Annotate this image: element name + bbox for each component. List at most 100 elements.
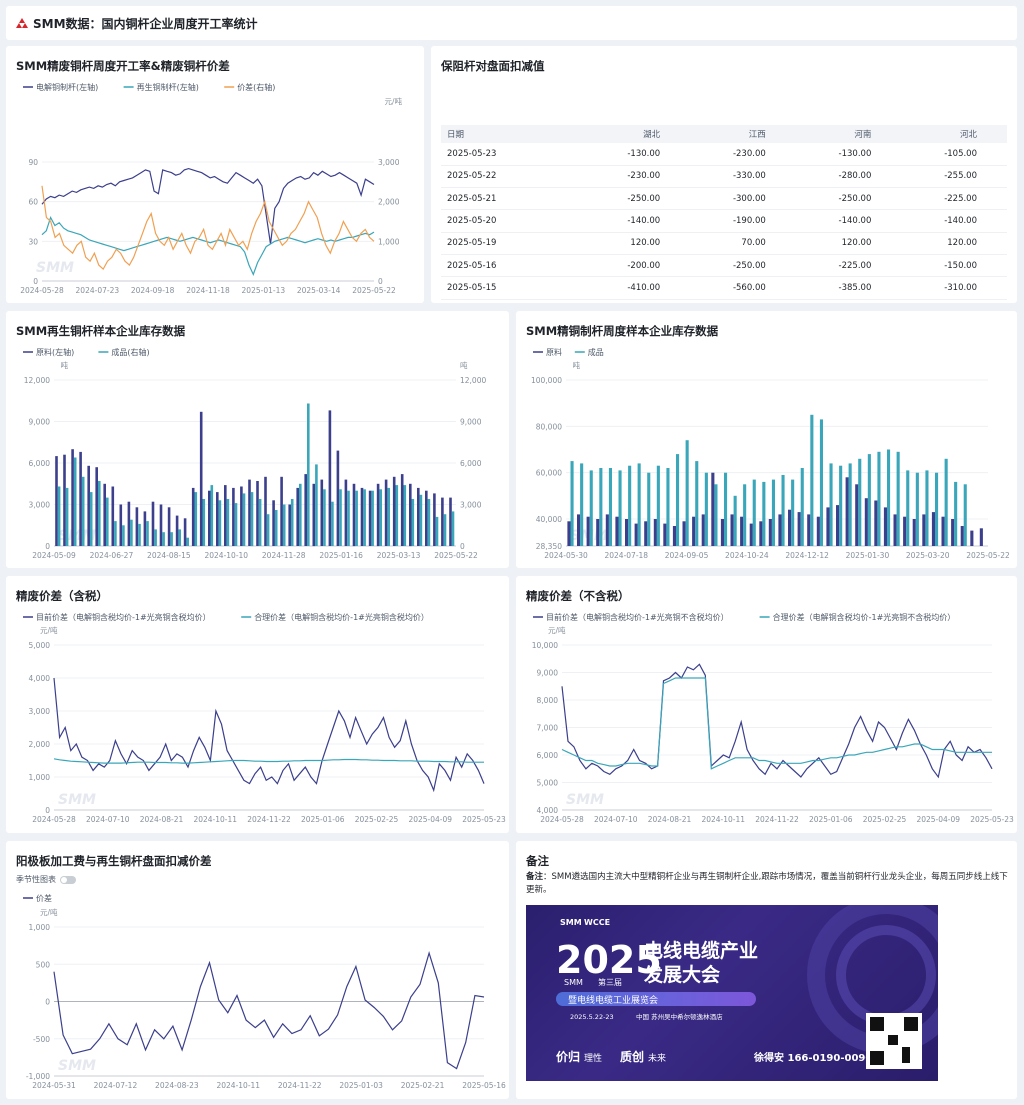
table-row: 2025-05-22 -230.00 -330.00 -280.00 -255.00 (441, 165, 1007, 189)
bar (57, 486, 61, 546)
table-cell: -255.00 (901, 165, 1007, 189)
seasonal-toggle[interactable]: 季节性图表 (16, 874, 76, 885)
conference-banner[interactable]: SMM WCCE 2025 电线电缆产业 发展大会 SMM 第三届 暨电线电缆工… (526, 905, 938, 1081)
table-cell: -140.00 (584, 209, 691, 233)
table-header-row: 日期 湖北 江西 河南 河北 (441, 125, 1007, 143)
legend-label: 合理价差（电解铜含税均价-1#光亮铜不含税均价） (773, 612, 956, 622)
table-cell: 70.00 (690, 232, 796, 255)
toggle-switch[interactable] (60, 875, 76, 884)
series-line (561, 677, 992, 770)
table-row: 2025-05-23 -130.00 -230.00 -130.00 -105.00 (441, 143, 1007, 166)
y-tick-label: 3,000 (29, 501, 51, 510)
x-tick-label: 2025-02-25 (355, 815, 399, 824)
x-tick-label: 2024-10-11 (193, 815, 237, 824)
bar (98, 481, 101, 546)
banner-year: 2025 (556, 938, 662, 982)
table-row: 2025-05-16 -200.00 -250.00 -225.00 -150.00 (441, 254, 1007, 278)
table-cell: 120.00 (901, 232, 1007, 255)
bar (778, 514, 782, 546)
bar (714, 484, 718, 546)
table-cell: -140.00 (795, 209, 902, 233)
seasonal-toggle-label: 季节性图表 (16, 875, 56, 884)
bar (663, 523, 667, 546)
bar (944, 458, 948, 546)
series-line (41, 185, 375, 271)
table-cell: -330.00 (690, 165, 796, 189)
bar (186, 537, 189, 546)
bar (931, 512, 935, 546)
bar (250, 492, 254, 547)
note-card: 备注 备注：SMM遴选国内主流大中型精铜杆企业与再生铜制杆企业,跟踪市场情况，覆… (516, 841, 1017, 1099)
bar (208, 490, 211, 546)
bar (954, 481, 958, 546)
bar (288, 504, 291, 546)
y-tick-label: 28,350 (536, 542, 562, 551)
legend-label: 原料 (546, 347, 562, 357)
bar (839, 465, 843, 546)
chart-card-utilization: SMM精废铜杆周度开工率&精废铜杆价差 电解铜制杆(左轴) 再生铜制杆(左轴) 价差… (6, 46, 424, 303)
bar (685, 440, 689, 546)
y-tick-label: -500 (33, 1035, 50, 1044)
bar (282, 504, 286, 546)
x-tick-label: 2024-10-10 (204, 551, 248, 560)
y-tick-label: 9,000 (537, 669, 559, 678)
bar (788, 509, 792, 546)
y-tick-label: 100,000 (531, 376, 562, 385)
bar (411, 499, 415, 546)
bar (906, 470, 910, 546)
chart-card-spread-notax: 精废价差（不含税） 目前价差（电解铜含税均价-1#光亮铜不含税均价） 合理价差（电… (516, 576, 1017, 833)
chart-title: SMM精废铜杆周度开工率&精废铜杆价差 (16, 59, 230, 73)
bar (360, 487, 364, 546)
subtitle-pill (556, 992, 756, 1006)
bar (71, 449, 74, 546)
bar (347, 490, 350, 546)
bar (376, 483, 380, 547)
table-cell: 2025-05-19 (441, 232, 585, 255)
bar (441, 497, 444, 546)
banner-org: WCCE (584, 918, 610, 927)
y-tick-label: 80,000 (536, 422, 562, 431)
bar (218, 500, 222, 546)
bar (970, 530, 974, 546)
bar (299, 483, 302, 547)
y-tick-label: 2,000 (29, 740, 51, 749)
qr-marker (870, 1017, 884, 1031)
table-cell: -300.00 (690, 187, 796, 211)
table-cell: -640.00 (901, 299, 1007, 303)
y-tick-label: 90 (28, 158, 38, 167)
y-unit: 元/吨 (548, 625, 566, 635)
y-tick-label: 500 (36, 960, 51, 969)
x-tick-label: 2024-08-23 (155, 1081, 199, 1090)
banner-smm: SMM (564, 978, 583, 987)
chart-title: SMM精铜制杆周度样本企业库存数据 (526, 324, 719, 338)
bar (266, 514, 270, 546)
bar (883, 507, 887, 546)
table-row: 2025-05-15 -410.00 -560.00 -385.00 -310.00 (441, 276, 1007, 300)
table-header-4: 河北 (901, 125, 1007, 143)
bar (586, 516, 590, 546)
table-cell: -690.00 (584, 299, 691, 303)
banner-slogan-3: 质创 (620, 1049, 644, 1064)
y-tick-label: 1,000 (29, 923, 51, 932)
bar (672, 526, 676, 546)
bar (836, 505, 840, 546)
banner-date: 2025.5.22-23 (570, 1013, 614, 1021)
x-tick-label: 2025-05-22 (352, 286, 396, 295)
bar (87, 465, 90, 546)
table-cell: -410.00 (584, 276, 691, 300)
table-cell: 2025-05-15 (441, 276, 585, 300)
x-tick-label: 2024-08-15 (147, 551, 191, 560)
x-tick-label: 2024-05-28 (20, 286, 64, 295)
bar (336, 450, 340, 546)
y-tick-label: -1,000 (26, 1072, 50, 1081)
chart-title: 精废价差（不含税） (526, 589, 630, 603)
bar (395, 485, 399, 546)
bar (73, 457, 77, 546)
bar (676, 454, 680, 546)
legend-label: 价差(右轴) (237, 82, 275, 92)
deduction-table-card: 保阻杆对盘面扣减值 日期 湖北 江西 河南 河北 2025-05-23 -130.00 -2… (431, 46, 1017, 303)
chart-card-spread-tax: 精废价差（含税） 目前价差（电解铜含税均价-1#光亮铜含税均价） 合理价差（电解铜… (6, 576, 509, 833)
bar (435, 516, 439, 546)
bar (874, 500, 878, 546)
bar (644, 521, 648, 546)
